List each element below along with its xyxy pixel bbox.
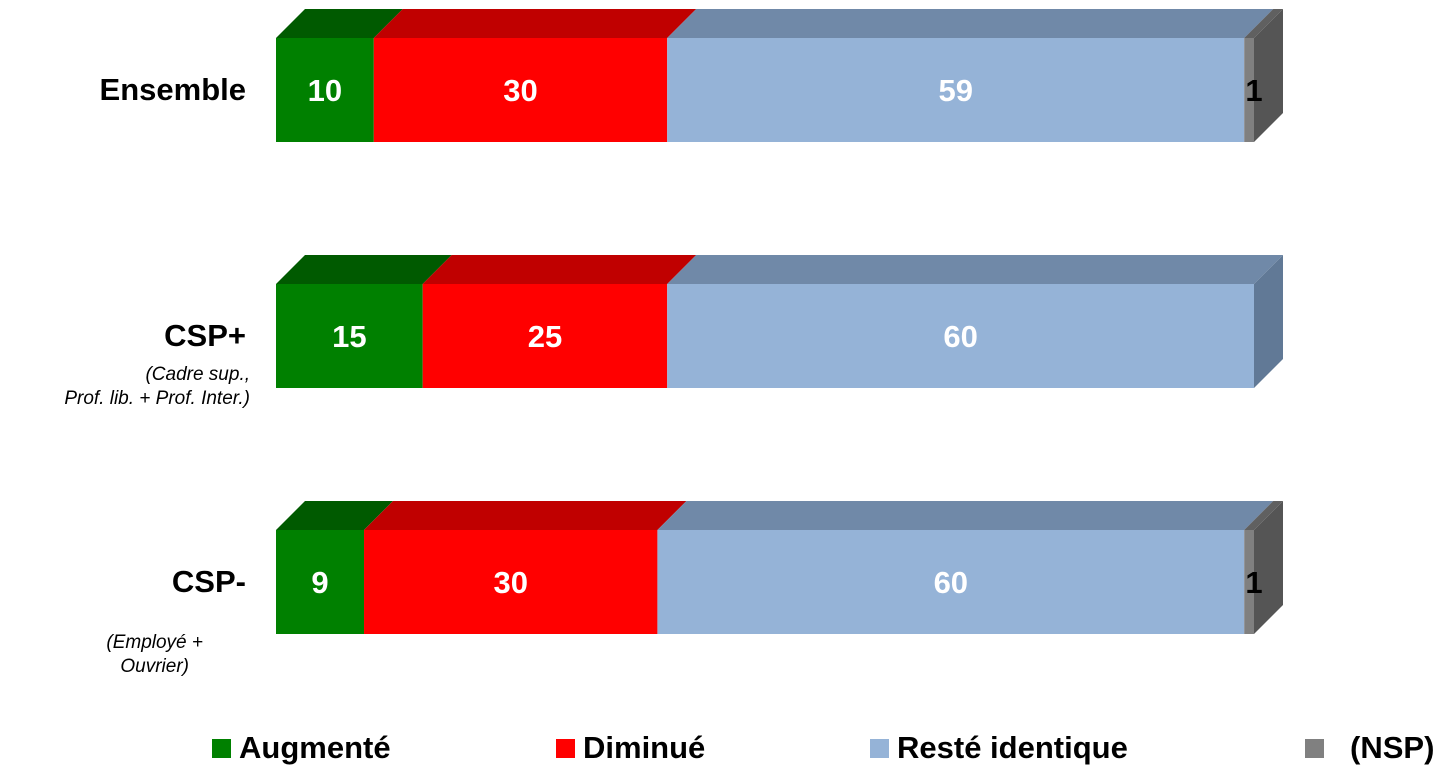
bar-side-1 xyxy=(1254,255,1283,388)
category-subtitle-line: (Cadre sup., xyxy=(145,364,250,385)
bar-top-1-2 xyxy=(364,501,687,530)
bar-segment-3-2 xyxy=(1244,530,1254,634)
bar-top-2-0 xyxy=(667,9,1274,38)
bar-segment-3-0 xyxy=(1244,38,1254,142)
legend-swatch xyxy=(1305,738,1324,758)
legend-label: Diminué xyxy=(583,730,706,765)
bar-top-1-0 xyxy=(373,9,697,38)
legend-swatch xyxy=(556,738,575,758)
legend-swatch xyxy=(870,738,889,758)
legend-swatch xyxy=(212,738,231,758)
category-label: Ensemble xyxy=(99,72,246,107)
category-subtitle-line: (Employé + xyxy=(106,632,203,653)
data-label-2-0: 59 xyxy=(938,73,972,108)
category-label: CSP+ xyxy=(164,318,246,353)
data-label-1-1: 25 xyxy=(528,319,562,354)
bar-top-0-2 xyxy=(276,501,394,530)
legend-item: Diminué xyxy=(556,728,705,768)
legend-item: Augmenté xyxy=(212,728,391,768)
legend-item: Resté identique xyxy=(870,728,1128,768)
bar-segment-0-2 xyxy=(276,530,365,634)
bar-top-0-1 xyxy=(276,255,452,284)
bar-segment-1-0 xyxy=(373,38,668,142)
data-label-3-0: 1 xyxy=(1245,73,1262,108)
bar-top-1-1 xyxy=(422,255,697,284)
data-label-0-0: 10 xyxy=(308,73,342,108)
category-subtitle-line: Ouvrier) xyxy=(120,656,189,677)
bar-top-0-0 xyxy=(276,9,403,38)
data-label-2-2: 60 xyxy=(934,565,968,600)
bar-side-0 xyxy=(1254,9,1283,142)
data-label-2-1: 60 xyxy=(943,319,977,354)
legend-label: Augmenté xyxy=(239,730,391,765)
bar-segment-1-1 xyxy=(422,284,668,388)
bar-side-2 xyxy=(1254,501,1283,634)
bar-segment-0-1 xyxy=(276,284,423,388)
bar-top-3-0 xyxy=(1244,9,1283,38)
data-label-1-0: 30 xyxy=(503,73,537,108)
category-label: CSP- xyxy=(171,564,246,599)
category-subtitle: (Employé + Ouvrier) xyxy=(106,631,203,679)
category-subtitle-line: Prof. lib. + Prof. Inter.) xyxy=(64,388,250,409)
bar-segment-2-2 xyxy=(657,530,1245,634)
bar-segment-1-2 xyxy=(364,530,658,634)
bar-top-3-2 xyxy=(1244,501,1283,530)
legend-label: (NSP) xyxy=(1350,730,1435,765)
data-label-0-2: 9 xyxy=(311,565,328,600)
bar-segment-2-0 xyxy=(667,38,1245,142)
legend-item: (NSP) xyxy=(1305,728,1434,768)
category-subtitle: (Cadre sup., Prof. lib. + Prof. Inter.) xyxy=(64,363,250,411)
bar-segment-0-0 xyxy=(276,38,374,142)
bar-top-2-2 xyxy=(657,501,1274,530)
data-label-3-2: 1 xyxy=(1245,565,1262,600)
legend-label: Resté identique xyxy=(897,730,1128,765)
data-label-1-2: 30 xyxy=(493,565,527,600)
bar-top-2-1 xyxy=(667,255,1283,284)
bar-segment-2-1 xyxy=(667,284,1254,388)
data-label-0-1: 15 xyxy=(332,319,366,354)
